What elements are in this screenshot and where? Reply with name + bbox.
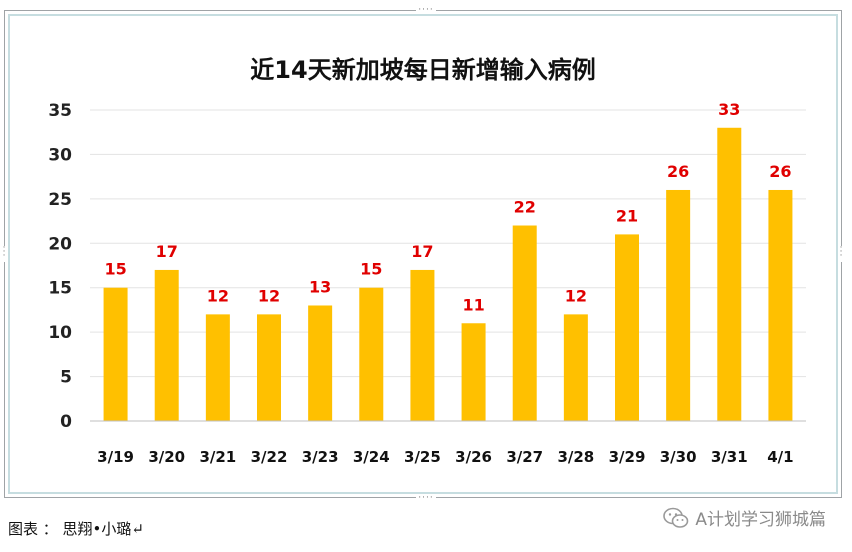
x-tick-label: 3/28	[557, 448, 594, 466]
y-tick-label: 0	[60, 412, 72, 432]
x-tick-label: 3/23	[302, 448, 339, 466]
chart-title: 近14天新加坡每日新增输入病例	[250, 56, 595, 84]
x-tick-label: 3/26	[455, 448, 492, 466]
resize-handle-bottom[interactable]: ····	[416, 494, 436, 503]
data-labels: 15 17 12 12 13 15 17 11 22 12 21 26 33 26	[104, 100, 791, 314]
x-tick-label: 3/31	[711, 448, 748, 466]
bar	[103, 287, 128, 421]
data-label: 26	[667, 162, 689, 181]
bar	[154, 269, 179, 421]
bar	[205, 314, 230, 421]
data-label: 13	[309, 277, 331, 296]
chart-credit: 图表 ： 思翔•小璐↵	[8, 520, 144, 538]
x-tick-label: 3/24	[353, 448, 390, 466]
y-tick-label: 15	[48, 279, 72, 299]
bar	[615, 234, 639, 421]
y-tick-label: 10	[48, 323, 72, 343]
bars	[103, 127, 793, 422]
watermark: A计划学习狮城篇	[663, 505, 826, 530]
bar	[512, 225, 537, 421]
bar	[563, 314, 588, 421]
x-tick-label: 3/29	[609, 448, 646, 466]
x-tick-label: 3/20	[148, 448, 185, 466]
x-tick-label: 3/19	[97, 448, 134, 466]
x-tick-label: 3/27	[506, 448, 543, 466]
bar	[717, 127, 742, 422]
data-label: 17	[156, 242, 178, 261]
y-tick-label: 20	[48, 234, 72, 254]
resize-handle-top[interactable]: ····	[416, 6, 436, 15]
data-label: 12	[258, 286, 280, 305]
data-label: 26	[769, 162, 791, 181]
watermark-text: A计划学习狮城篇	[695, 510, 826, 530]
wechat-icon	[663, 507, 689, 528]
x-axis-tick-labels: 3/19 3/20 3/21 3/22 3/23 3/24 3/25 3/26 3/27 3/28…	[97, 448, 793, 466]
x-tick-label: 3/22	[251, 448, 288, 466]
data-label: 15	[360, 260, 382, 279]
bar	[359, 287, 384, 421]
data-label: 12	[565, 286, 587, 305]
y-axis-tick-labels: 0 5 10 15 20 25 30 35	[48, 101, 72, 432]
bar	[308, 305, 333, 421]
bar	[461, 323, 486, 421]
y-tick-label: 25	[48, 190, 72, 210]
x-tick-label: 3/30	[660, 448, 697, 466]
data-label: 21	[616, 206, 638, 225]
x-tick-label: 3/25	[404, 448, 441, 466]
x-tick-label: 4/1	[767, 448, 793, 466]
y-tick-label: 30	[48, 145, 72, 165]
x-tick-label: 3/21	[199, 448, 236, 466]
bar	[257, 314, 281, 421]
bar	[666, 189, 691, 421]
resize-handle-left[interactable]: · · ·	[2, 243, 7, 262]
y-tick-label: 5	[60, 368, 72, 388]
data-label: 33	[718, 100, 740, 119]
y-tick-label: 35	[48, 101, 72, 121]
data-label: 12	[207, 286, 229, 305]
bar	[768, 189, 793, 421]
data-label: 11	[462, 295, 484, 314]
resize-handle-right[interactable]: · · ·	[839, 243, 844, 262]
gridlines	[90, 109, 806, 378]
chart-frame-inner-border	[8, 14, 838, 494]
bar	[410, 269, 435, 421]
data-label: 22	[514, 198, 536, 217]
data-label: 17	[411, 242, 433, 261]
data-label: 15	[104, 260, 126, 279]
